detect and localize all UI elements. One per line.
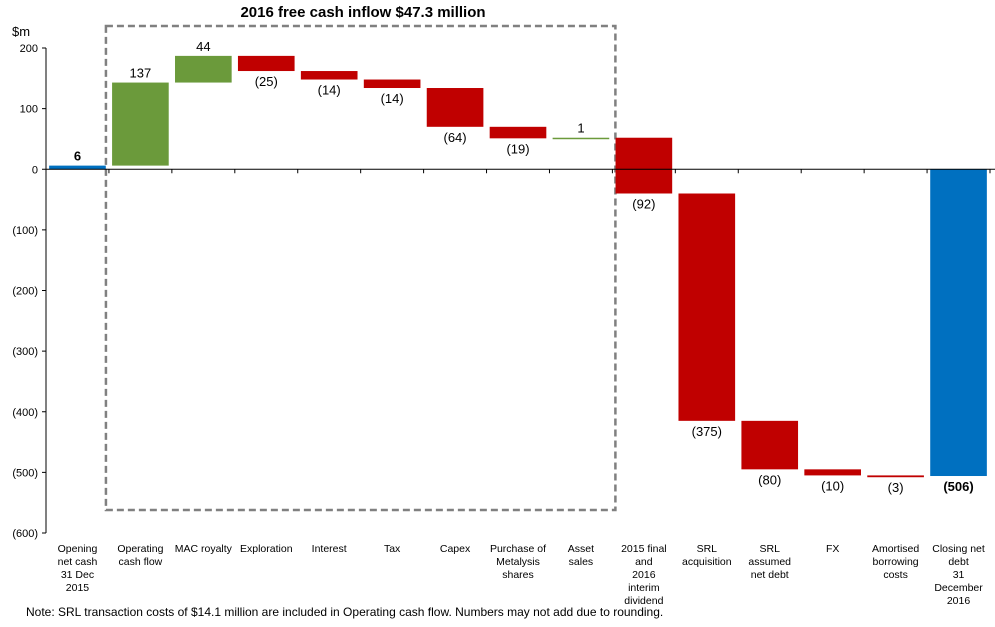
data-label: 6 (74, 149, 81, 164)
x-axis: Opening net cash 31 Dec 2015 Operating cash f… (45, 168, 995, 607)
bar (112, 82, 169, 166)
data-label: (506) (943, 479, 973, 494)
category-label: Purchase of Metalysis shares (490, 543, 546, 581)
bar (615, 137, 673, 194)
category-label: Amortised borrowing costs (872, 543, 919, 581)
category-label: Interest (312, 543, 347, 555)
data-label: (3) (888, 480, 904, 495)
y-tick-label: 100 (20, 104, 38, 116)
data-label: (14) (381, 91, 404, 106)
bar (237, 55, 295, 72)
category-label: SRL acquisition (682, 543, 732, 568)
category-label: Tax (384, 543, 401, 555)
y-axis-unit: $m (12, 24, 30, 39)
bar (489, 126, 547, 139)
bar (426, 88, 484, 127)
bar (741, 420, 799, 470)
data-label: (19) (506, 141, 529, 156)
data-label: (80) (758, 472, 781, 487)
footnote: Note: SRL transaction costs of $14.1 mil… (26, 605, 664, 619)
bar (363, 79, 421, 89)
y-axis: $m 200 100 0 (100) (200) (300) (400) (500) (600) (12, 24, 47, 540)
bar (552, 137, 610, 140)
category-label: Closing net debt 31 December 2016 (932, 543, 985, 607)
data-label: (10) (821, 478, 844, 493)
highlight-box (104, 24, 617, 512)
category-label: Asset sales (568, 543, 594, 568)
y-tick-label: (100) (12, 225, 38, 237)
highlight-box-frame (104, 24, 617, 512)
y-tick-label: (400) (12, 407, 38, 419)
y-tick-label: (200) (12, 286, 38, 298)
data-label: 137 (130, 66, 152, 81)
y-tick-label: 0 (32, 164, 38, 176)
data-label: (64) (444, 130, 467, 145)
bar (49, 165, 106, 170)
bar (678, 193, 736, 421)
data-label: (14) (318, 83, 341, 98)
bar (867, 475, 924, 478)
data-label: (92) (632, 197, 655, 212)
chart-title: 2016 free cash inflow $47.3 million (240, 4, 486, 21)
bar (175, 55, 232, 83)
bar (300, 71, 358, 80)
category-label: 2015 final and 2016 interim dividend (621, 543, 667, 607)
data-label: 1 (577, 121, 584, 136)
category-label: FX (826, 543, 839, 555)
y-tick-label: 200 (20, 43, 38, 55)
bar (804, 469, 861, 476)
category-label: Capex (440, 543, 471, 555)
data-label: (375) (692, 424, 722, 439)
y-tick-label: (300) (12, 346, 38, 358)
y-tick-label: (600) (12, 528, 38, 540)
data-label: (25) (255, 74, 278, 89)
y-tick-label: (500) (12, 467, 38, 479)
category-label: MAC royalty (175, 543, 233, 555)
category-label: SRL assumed net debt (748, 543, 791, 581)
bars: 6 137 44 (25) (14) (14) (64) (19) 1 (92) (375) (80)… (49, 39, 987, 495)
category-label: Opening net cash 31 Dec 2015 (58, 543, 98, 594)
category-label: Operating cash flow (117, 543, 163, 568)
bar (930, 169, 987, 477)
data-label: 44 (196, 39, 210, 54)
category-label: Exploration (240, 543, 293, 555)
